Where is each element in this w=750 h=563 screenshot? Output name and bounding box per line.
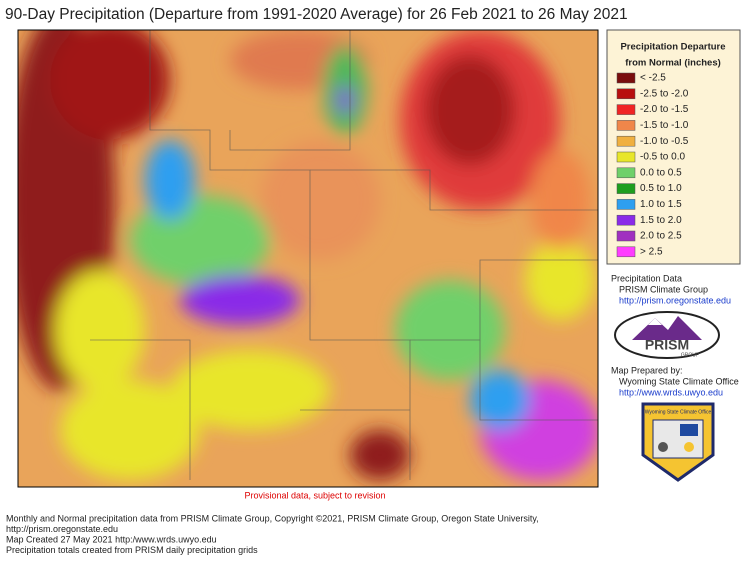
footer-line: http://prism.oregonstate.edu bbox=[6, 524, 118, 534]
legend-label: 2.0 to 2.5 bbox=[640, 231, 682, 242]
legend-swatch bbox=[616, 104, 636, 115]
legend-title: Precipitation Departure bbox=[620, 42, 725, 53]
credit-text: Wyoming State Climate Office bbox=[619, 376, 739, 386]
legend-swatch bbox=[616, 135, 636, 147]
legend-swatch bbox=[616, 230, 636, 242]
legend-swatch bbox=[616, 199, 636, 210]
footer-line: Precipitation totals created from PRISM … bbox=[6, 545, 258, 555]
badge-text: Wyoming State Climate Office bbox=[645, 409, 712, 415]
legend-title: from Normal (inches) bbox=[625, 58, 721, 69]
legend-label: 1.0 to 1.5 bbox=[640, 199, 682, 210]
wsco-badge: Wyoming State Climate Office bbox=[641, 402, 715, 482]
legend-label: 0.5 to 1.0 bbox=[640, 183, 682, 194]
legend-label: -2.5 to -2.0 bbox=[640, 88, 689, 99]
footer-line: Monthly and Normal precipitation data fr… bbox=[6, 513, 539, 523]
title: 90-Day Precipitation (Departure from 199… bbox=[5, 6, 628, 23]
legend-label: > 2.5 bbox=[640, 246, 663, 257]
legend-swatch bbox=[616, 120, 636, 131]
legend-label: -2.0 to -1.5 bbox=[640, 104, 689, 115]
credit-text: Map Prepared by: bbox=[611, 365, 683, 375]
legend-swatch bbox=[616, 167, 636, 179]
credit-link[interactable]: http://prism.oregonstate.edu bbox=[619, 295, 731, 305]
footer-line: Map Created 27 May 2021 http:/www.wrds.u… bbox=[6, 534, 217, 544]
legend-swatch bbox=[616, 88, 636, 100]
footer: Monthly and Normal precipitation data fr… bbox=[6, 513, 539, 555]
credit-text: PRISM Climate Group bbox=[619, 284, 708, 294]
legend-label: 1.5 to 2.0 bbox=[640, 215, 682, 226]
provisional-note: Provisional data, subject to revision bbox=[244, 490, 385, 500]
logo-text: PRISM bbox=[645, 337, 689, 353]
credit-text: Precipitation Data bbox=[611, 273, 682, 283]
legend-label: < -2.5 bbox=[640, 73, 666, 84]
legend: Precipitation Departure from Normal (inch… bbox=[606, 29, 741, 265]
legend-label: -0.5 to 0.0 bbox=[640, 152, 685, 163]
logo-sub: GROUP bbox=[681, 352, 700, 358]
legend-swatch bbox=[616, 72, 636, 84]
map-frame bbox=[17, 29, 599, 488]
legend-swatch bbox=[616, 183, 636, 194]
credit-link[interactable]: http://www.wrds.uwyo.edu bbox=[619, 387, 723, 397]
legend-swatch bbox=[616, 214, 636, 226]
map bbox=[18, 30, 598, 487]
legend-swatch bbox=[616, 151, 636, 163]
prism-logo: PRISM GROUP bbox=[614, 311, 720, 359]
credits: Precipitation Data PRISM Climate Group h… bbox=[611, 273, 739, 482]
legend-label: 0.0 to 0.5 bbox=[640, 167, 682, 178]
legend-label: -1.5 to -1.0 bbox=[640, 120, 689, 131]
legend-label: -1.0 to -0.5 bbox=[640, 136, 689, 147]
legend-swatch bbox=[616, 246, 636, 258]
